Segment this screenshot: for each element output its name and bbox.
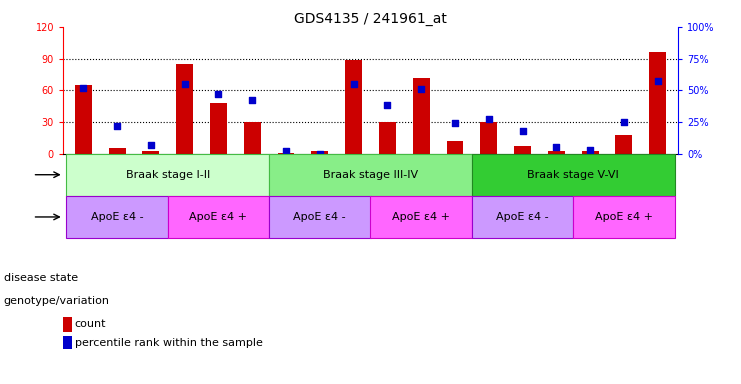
Point <box>483 116 495 122</box>
Point <box>449 120 461 126</box>
Text: ApoE ε4 -: ApoE ε4 - <box>293 212 346 222</box>
Bar <box>210 103 227 154</box>
Text: percentile rank within the sample: percentile rank within the sample <box>75 338 263 348</box>
Bar <box>379 122 396 154</box>
Bar <box>142 152 159 154</box>
Bar <box>574 196 674 238</box>
Point <box>179 81 190 87</box>
Text: ApoE ε4 +: ApoE ε4 + <box>595 212 653 222</box>
Bar <box>616 135 632 154</box>
Bar <box>514 146 531 154</box>
Bar <box>244 122 261 154</box>
Text: Braak stage V-VI: Braak stage V-VI <box>528 170 619 180</box>
Bar <box>447 141 463 154</box>
Point <box>213 91 225 97</box>
Bar <box>167 196 269 238</box>
Text: count: count <box>75 319 107 329</box>
Bar <box>67 196 167 238</box>
Bar <box>548 152 565 154</box>
Point <box>145 142 157 148</box>
Bar <box>311 152 328 154</box>
Bar <box>480 122 497 154</box>
Point <box>415 86 427 92</box>
Bar <box>582 152 599 154</box>
Point <box>348 81 359 87</box>
Text: ApoE ε4 -: ApoE ε4 - <box>90 212 143 222</box>
Point <box>111 122 123 129</box>
Text: Braak stage III-IV: Braak stage III-IV <box>323 170 418 180</box>
Text: Braak stage I-II: Braak stage I-II <box>126 170 210 180</box>
Bar <box>472 154 674 196</box>
Bar <box>370 196 472 238</box>
Bar <box>345 60 362 154</box>
Text: ApoE ε4 -: ApoE ε4 - <box>496 212 549 222</box>
Text: disease state: disease state <box>4 273 78 283</box>
Point <box>551 144 562 151</box>
Text: genotype/variation: genotype/variation <box>4 296 110 306</box>
Point <box>280 148 292 154</box>
Point <box>584 147 596 153</box>
Bar <box>278 152 294 154</box>
Bar <box>269 196 370 238</box>
Bar <box>472 196 574 238</box>
Point <box>652 78 664 84</box>
Bar <box>649 52 666 154</box>
Text: ApoE ε4 +: ApoE ε4 + <box>190 212 247 222</box>
Bar <box>413 78 430 154</box>
Title: GDS4135 / 241961_at: GDS4135 / 241961_at <box>294 12 447 26</box>
Point <box>314 151 326 157</box>
Text: ApoE ε4 +: ApoE ε4 + <box>392 212 451 222</box>
Point <box>382 103 393 109</box>
Point <box>246 97 258 103</box>
Bar <box>75 85 92 154</box>
Bar <box>67 154 269 196</box>
Point <box>618 119 630 125</box>
Bar <box>269 154 472 196</box>
Bar <box>176 64 193 154</box>
Bar <box>109 148 125 154</box>
Point <box>77 84 89 91</box>
Point <box>516 128 528 134</box>
